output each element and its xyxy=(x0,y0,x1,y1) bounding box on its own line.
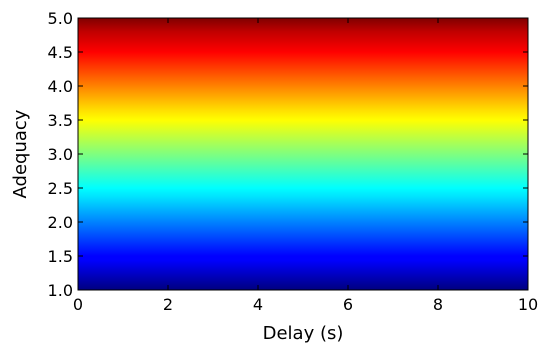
x-tick-label: 0 xyxy=(73,295,83,314)
x-tick-label: 10 xyxy=(518,295,538,314)
heatmap-area xyxy=(78,18,528,290)
x-axis-label: Delay (s) xyxy=(263,323,344,344)
y-tick-label: 4.0 xyxy=(48,77,73,96)
x-tick-label: 6 xyxy=(343,295,353,314)
y-tick-label: 4.5 xyxy=(48,43,73,62)
y-tick-label: 2.5 xyxy=(48,179,73,198)
y-tick-label: 5.0 xyxy=(48,9,73,28)
x-tick-label: 8 xyxy=(433,295,443,314)
y-tick-label: 1.0 xyxy=(48,281,73,300)
x-axis-ticks: 0 2 4 6 8 10 xyxy=(73,18,538,314)
y-tick-label: 2.0 xyxy=(48,213,73,232)
x-tick-label: 2 xyxy=(163,295,173,314)
y-tick-label: 3.0 xyxy=(48,145,73,164)
y-axis-ticks: 1.0 1.5 2.0 2.5 3.0 3.5 4.0 4.5 5.0 xyxy=(48,9,528,300)
y-axis-label: Adequacy xyxy=(10,109,31,198)
y-tick-label: 1.5 xyxy=(48,247,73,266)
y-tick-label: 3.5 xyxy=(48,111,73,130)
x-tick-label: 4 xyxy=(253,295,263,314)
